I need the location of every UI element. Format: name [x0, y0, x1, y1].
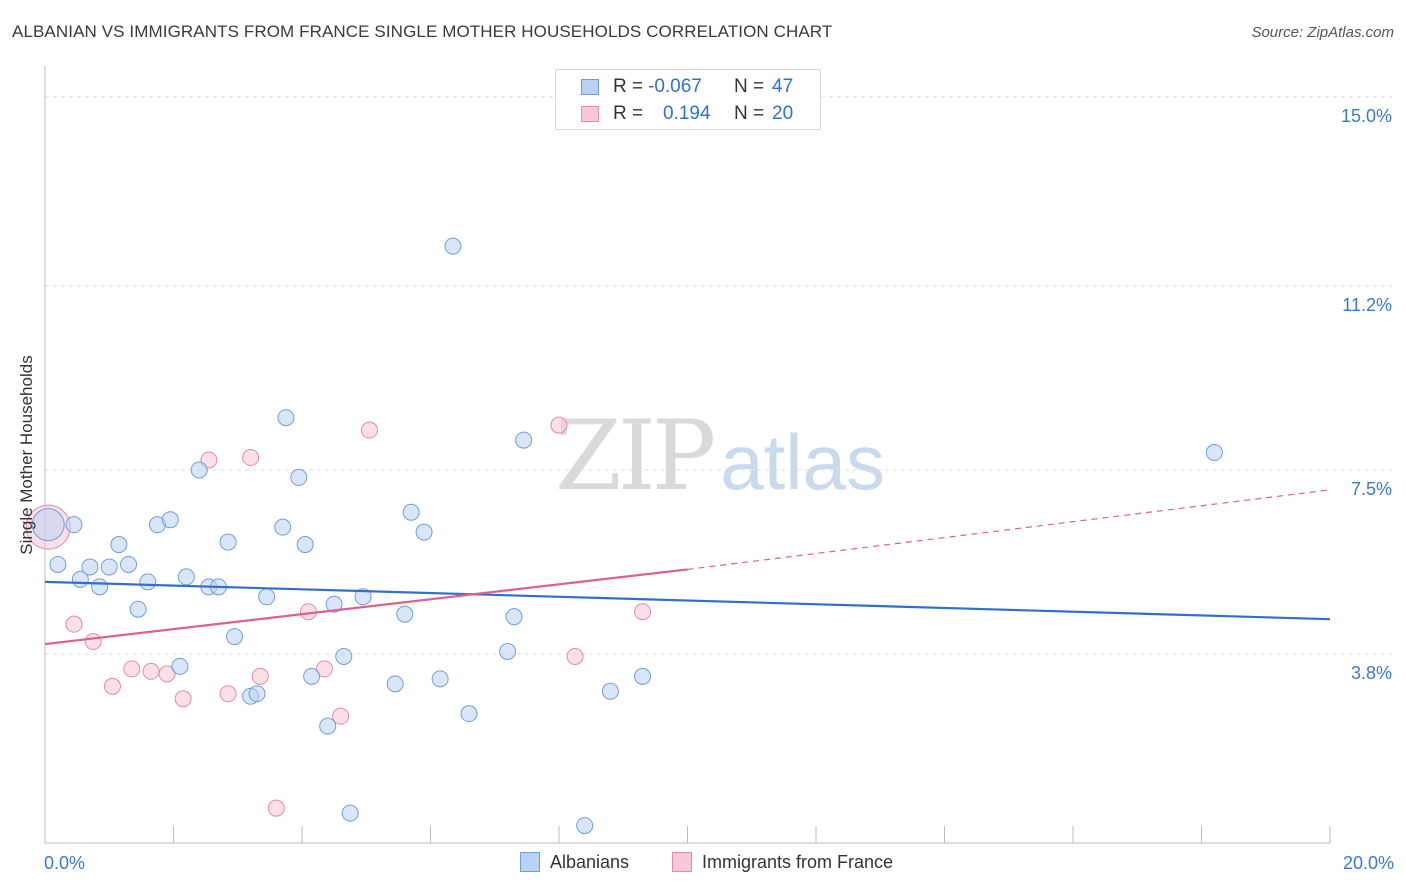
watermark-atlas: atlas	[720, 418, 885, 506]
albanian-point-8	[120, 555, 138, 573]
legend-row-albanians: R = -0.067 N = 47	[556, 74, 820, 100]
albanian-point-12	[161, 511, 179, 529]
albanian-point-6	[100, 558, 118, 576]
france-point-19	[634, 603, 652, 621]
albanian-point-37	[431, 670, 449, 688]
france-point-17	[550, 416, 568, 434]
albanian-point-19	[226, 628, 244, 646]
legend-n-value: 47	[772, 76, 794, 97]
albanian-point-38	[444, 237, 462, 255]
france-trend-line-projection	[687, 489, 1331, 571]
albanian-point-23	[274, 518, 292, 536]
albanian-point-5	[91, 578, 109, 596]
albanian-point-2	[49, 555, 67, 573]
albanian-point-24	[277, 409, 295, 427]
legend-row-france: R = 0.194 N = 20	[556, 101, 820, 127]
albanian-point-36	[415, 523, 433, 541]
albanian-point-30	[335, 647, 353, 665]
legend-swatch-albanians	[581, 79, 599, 95]
y-tick-label-3: 15.0%	[1341, 106, 1392, 126]
albanian-point-33	[386, 675, 404, 693]
watermark: ZIP atlas	[555, 400, 885, 512]
albanian-point-13	[171, 657, 189, 675]
legend-n-label: N =	[734, 103, 765, 124]
albanian-point-32	[354, 588, 372, 606]
albanian-point-0	[31, 508, 65, 542]
bottom-legend-albanians: Albanians	[520, 852, 629, 873]
albanian-point-1	[65, 516, 83, 534]
france-point-5	[142, 662, 160, 680]
albanian-point-7	[110, 536, 128, 554]
bottom-legend-swatch-france	[672, 852, 692, 872]
chart-title: ALBANIAN VS IMMIGRANTS FROM FRANCE SINGL…	[12, 22, 833, 41]
france-point-2	[84, 633, 102, 651]
albanian-point-34	[396, 605, 414, 623]
legend-r-label: R =	[613, 76, 644, 97]
bottom-legend-france: Immigrants from France	[672, 852, 893, 873]
legend-r-label: R =	[613, 103, 644, 124]
bottom-legend-label-france: Immigrants from France	[702, 852, 894, 872]
albanian-point-28	[319, 717, 337, 735]
bottom-legend-label-albanians: Albanians	[550, 852, 630, 872]
albanian-point-15	[190, 461, 208, 479]
albanian-point-4	[81, 558, 99, 576]
y-tick-label-2: 11.2%	[1342, 295, 1392, 315]
albanian-point-9	[129, 600, 147, 618]
albanian-point-46	[1205, 444, 1223, 462]
albanian-point-43	[576, 817, 594, 835]
france-point-1	[65, 615, 83, 633]
france-point-9	[219, 685, 237, 703]
albanian-point-41	[505, 608, 523, 626]
france-trend-line	[44, 568, 688, 646]
legend-r-value: -0.067	[648, 76, 702, 97]
albanian-point-18	[219, 533, 237, 551]
albanian-point-26	[296, 536, 314, 554]
france-point-14	[315, 660, 333, 678]
albanian-point-10	[139, 573, 157, 591]
y-tick-label-0: 3.8%	[1351, 663, 1392, 683]
legend-n-label: N =	[734, 76, 765, 97]
albanian-point-29	[325, 595, 343, 613]
albanian-point-44	[601, 682, 619, 700]
france-point-15	[332, 707, 350, 725]
x-tick-label-min: 0.0%	[44, 853, 86, 873]
albanian-point-21	[248, 685, 266, 703]
france-point-11	[242, 449, 260, 467]
france-point-7	[174, 690, 192, 708]
albanian-trend-line	[44, 580, 1331, 621]
watermark-zip: ZIP	[555, 400, 716, 512]
source-credit: Source: ZipAtlas.com	[1251, 24, 1394, 41]
albanian-point-14	[177, 568, 195, 586]
france-point-10	[251, 667, 269, 685]
legend-r-value: 0.194	[663, 103, 711, 124]
y-axis-label: Single Mother Households	[17, 355, 36, 555]
france-point-3	[103, 677, 121, 695]
albanian-point-39	[460, 705, 478, 723]
correlation-legend: R = -0.067 N = 47 R = 0.194 N = 20	[555, 69, 821, 130]
france-point-18	[566, 647, 584, 665]
albanian-point-42	[515, 431, 533, 449]
bottom-legend-swatch-albanians	[520, 852, 540, 872]
albanian-point-45	[634, 667, 652, 685]
france-point-12	[267, 799, 285, 817]
france-point-4	[123, 660, 141, 678]
legend-swatch-france	[581, 106, 599, 122]
france-point-16	[360, 421, 378, 439]
albanian-point-27	[303, 667, 321, 685]
albanian-point-40	[499, 643, 517, 660]
albanian-point-25	[290, 468, 308, 486]
x-tick-label-max: 20.0%	[1342, 853, 1394, 873]
france-point-6	[158, 665, 176, 683]
albanian-point-31	[341, 804, 359, 822]
albanian-point-35	[402, 503, 420, 521]
legend-n-value: 20	[772, 103, 794, 124]
albanian-point-22	[258, 588, 276, 606]
y-tick-label-1: 7.5%	[1351, 479, 1392, 499]
